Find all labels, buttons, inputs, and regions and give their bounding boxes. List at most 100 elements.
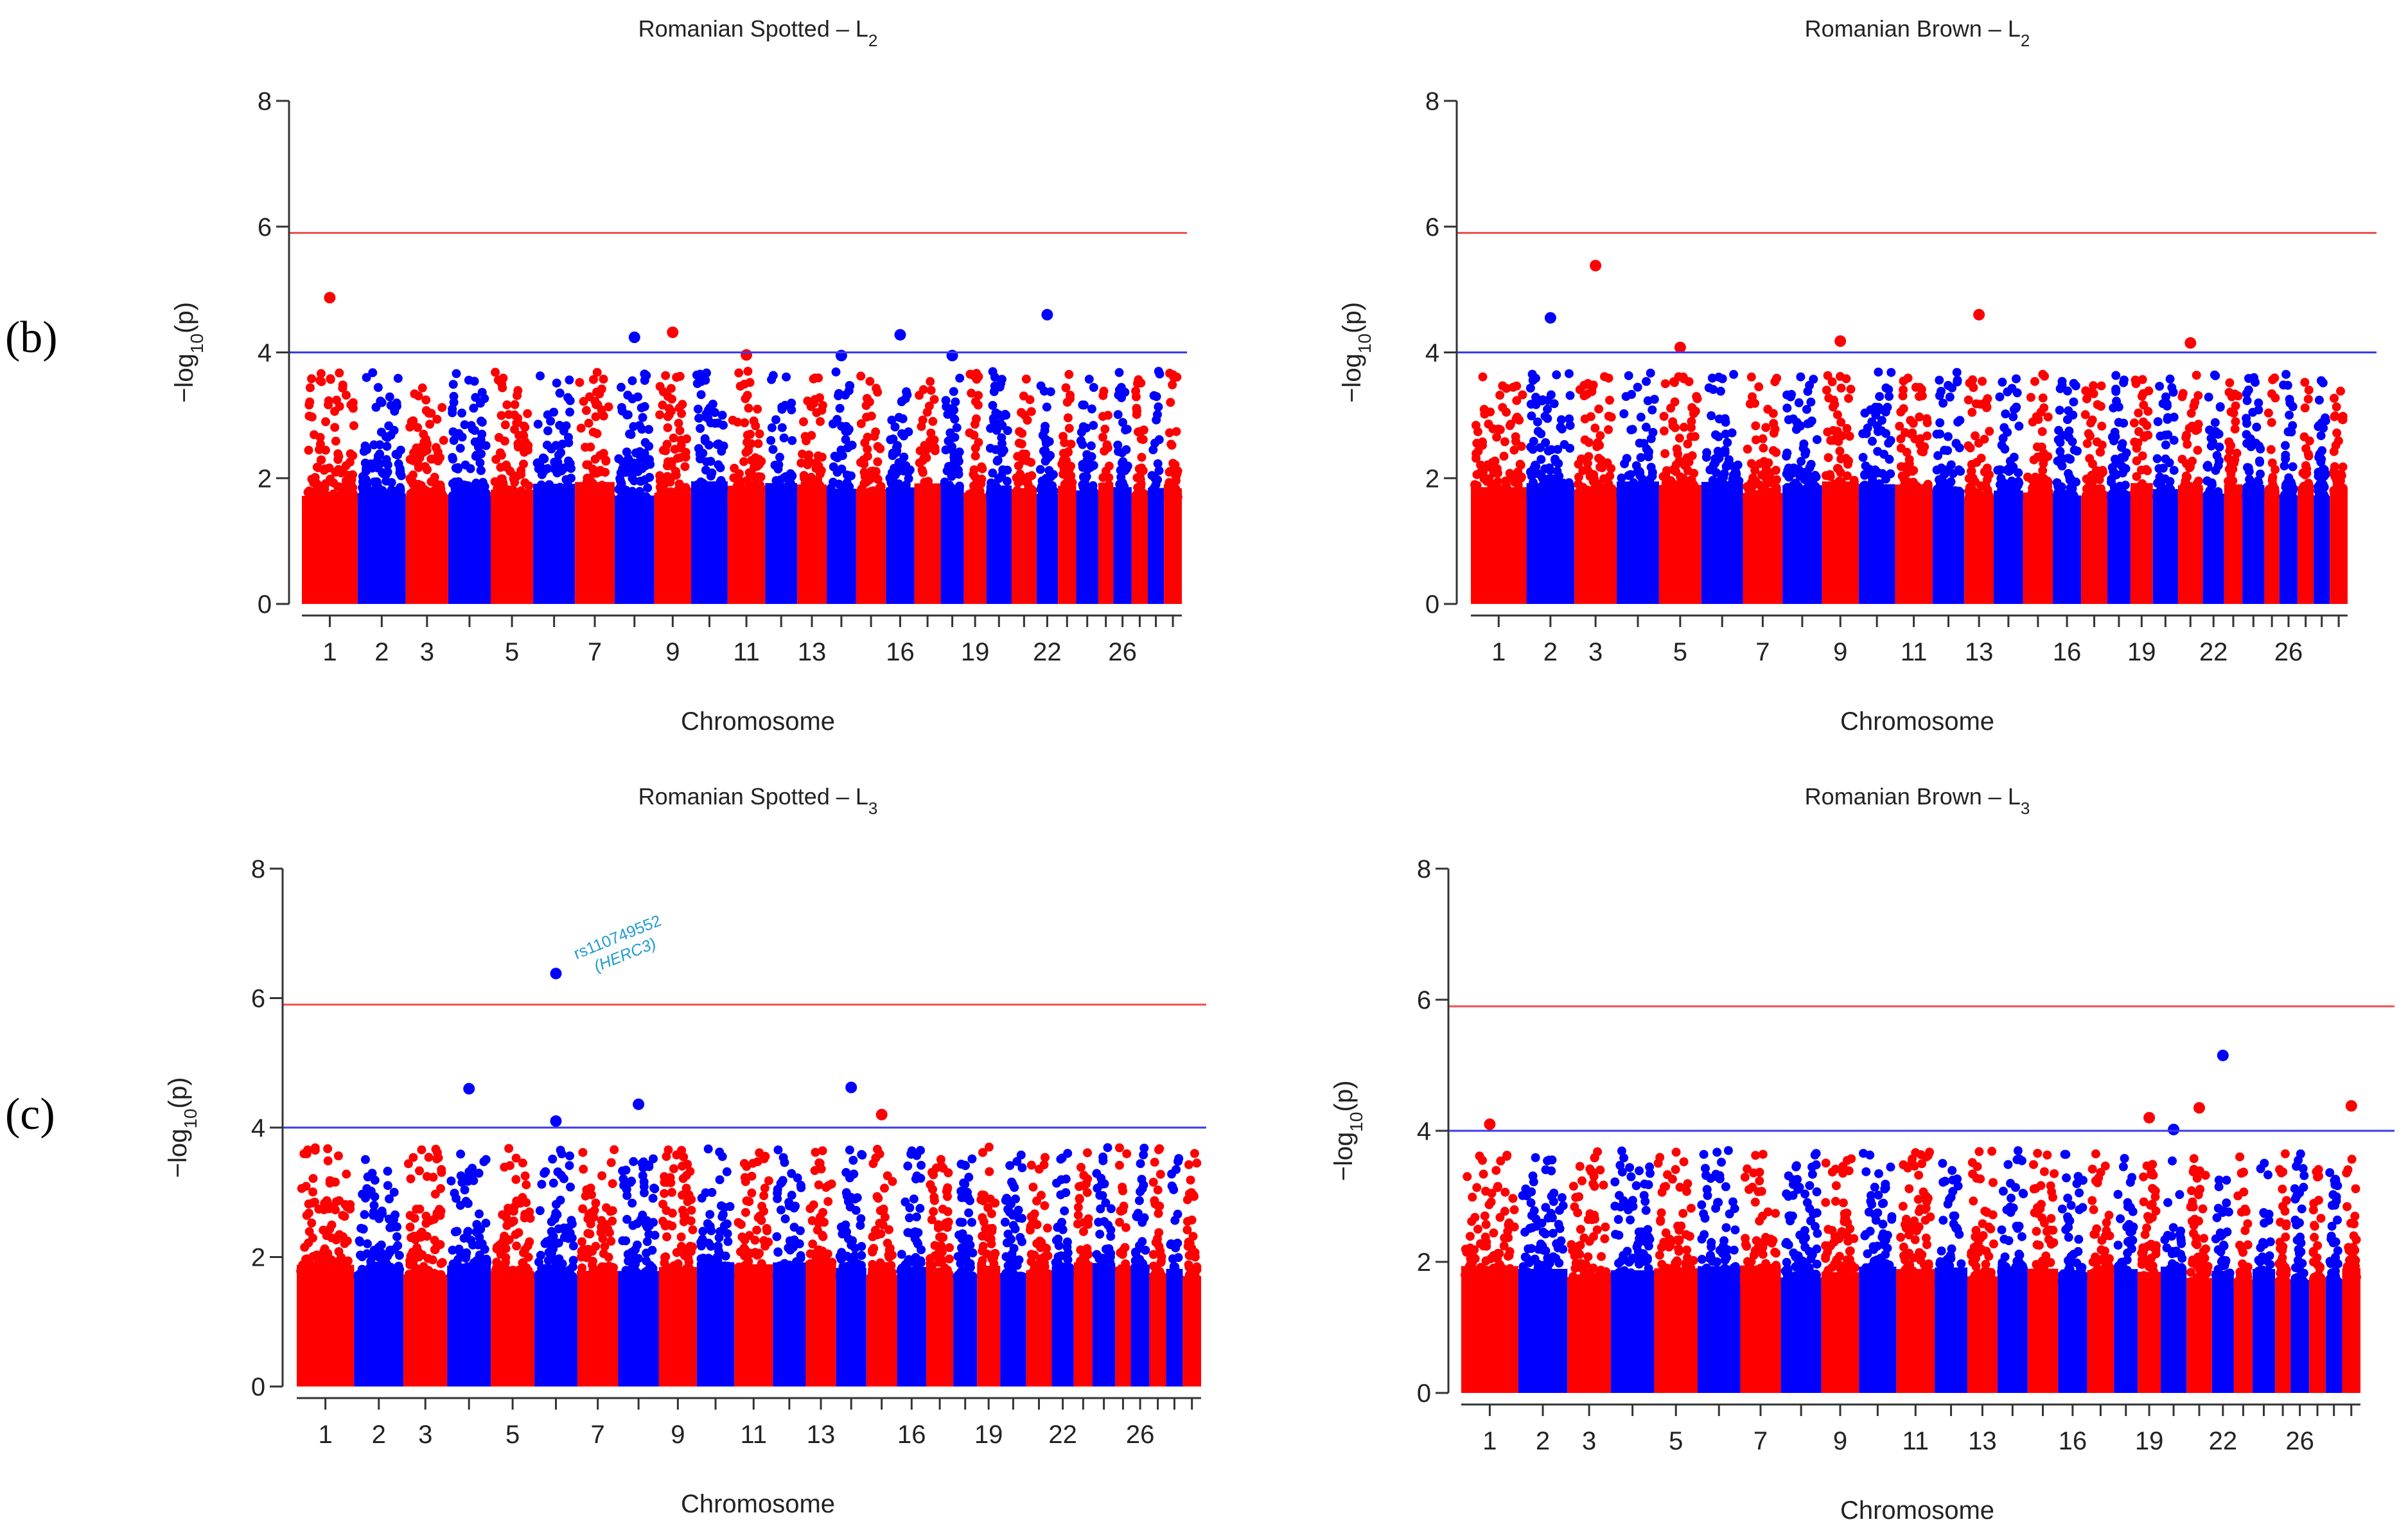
- snp-point: [422, 439, 432, 448]
- snp-point: [1019, 492, 1029, 501]
- snp-point: [1701, 452, 1711, 462]
- snp-point: [2299, 432, 2309, 441]
- snp-point: [1640, 488, 1650, 497]
- snp-point: [843, 425, 853, 435]
- snp-point: [426, 1216, 435, 1225]
- snp-point: [2270, 373, 2280, 383]
- snp-point: [1147, 471, 1157, 481]
- snp-point: [502, 463, 511, 472]
- top-snp-point: [1041, 308, 1053, 321]
- snp-point: [835, 403, 845, 413]
- snp-point: [579, 1164, 588, 1174]
- snp-point: [918, 415, 927, 425]
- snp-point: [1531, 393, 1540, 402]
- snp-point: [964, 490, 974, 500]
- snp-point: [1115, 490, 1125, 500]
- snp-point: [556, 1171, 566, 1180]
- snp-point: [1982, 403, 1991, 412]
- snp-point: [1003, 465, 1012, 475]
- snp-point: [743, 492, 753, 501]
- snp-point: [376, 427, 386, 437]
- snp-point: [902, 489, 912, 499]
- snp-point: [320, 484, 330, 493]
- chromosome-block: [2330, 489, 2348, 604]
- snp-point: [1743, 445, 1752, 454]
- snp-point: [523, 492, 532, 501]
- snp-point: [1832, 427, 1842, 436]
- snp-point: [1714, 490, 1724, 500]
- snp-point: [787, 492, 796, 501]
- snp-point: [799, 417, 808, 427]
- snp-point: [388, 1272, 398, 1281]
- snp-point: [667, 394, 676, 404]
- snp-point: [504, 1144, 514, 1153]
- snp-point: [1836, 454, 1846, 464]
- snp-point: [746, 439, 756, 448]
- snp-point: [1766, 468, 1775, 477]
- snp-point: [432, 1154, 441, 1164]
- snp-point: [1478, 441, 1487, 450]
- snp-point: [1089, 383, 1098, 392]
- snp-point: [421, 406, 431, 416]
- snp-point: [516, 1198, 525, 1208]
- snp-point: [431, 443, 441, 452]
- snp-point: [434, 456, 443, 466]
- snp-point: [449, 436, 459, 445]
- snp-point: [904, 427, 913, 437]
- snp-point: [495, 448, 505, 457]
- panel-label-b: (b): [5, 313, 58, 362]
- snp-point: [976, 479, 986, 488]
- snp-point: [405, 1222, 415, 1232]
- snp-point: [1172, 427, 1181, 436]
- snp-point: [895, 483, 904, 493]
- snp-point: [2169, 466, 2179, 475]
- chromosome-block: [1058, 486, 1077, 604]
- snp-point: [2267, 418, 2276, 427]
- snp-point: [1860, 470, 1870, 479]
- snp-point: [1692, 394, 1702, 403]
- snp-point: [1066, 439, 1076, 449]
- snp-point: [2069, 397, 2078, 407]
- snp-point: [349, 421, 358, 430]
- snp-point: [1906, 416, 1915, 425]
- snp-point: [463, 481, 473, 490]
- x-tick-label: 1: [1491, 638, 1506, 666]
- snp-point: [430, 1245, 440, 1254]
- snp-point: [1079, 400, 1089, 410]
- snp-point: [327, 1220, 337, 1230]
- snp-point: [358, 477, 367, 486]
- snp-point: [928, 416, 938, 426]
- snp-point: [2107, 432, 2117, 442]
- snp-point: [597, 405, 606, 415]
- snp-point: [1478, 372, 1488, 382]
- x-axis-title: Chromosome: [1840, 707, 1994, 736]
- snp-point: [333, 1151, 343, 1160]
- top-snp-point: [667, 326, 679, 339]
- snp-point: [872, 384, 881, 393]
- snp-point: [537, 1180, 547, 1189]
- snp-point: [1687, 416, 1696, 426]
- snp-point: [335, 1272, 344, 1281]
- snp-point: [1066, 461, 1076, 471]
- snp-point: [1138, 435, 1148, 445]
- snp-point: [941, 445, 951, 455]
- snp-point: [595, 467, 605, 477]
- snp-point: [1547, 445, 1556, 454]
- snp-point: [645, 473, 655, 482]
- snp-point: [636, 477, 646, 486]
- snp-point: [804, 492, 814, 501]
- snp-point: [1808, 479, 1818, 488]
- snp-point: [1152, 415, 1161, 425]
- snp-point: [2038, 393, 2048, 403]
- snp-point: [2242, 389, 2251, 398]
- snp-point: [1824, 393, 1834, 403]
- x-tick-label: 19: [961, 638, 990, 666]
- snp-point: [693, 404, 703, 414]
- chromosome-block: [2177, 485, 2203, 604]
- x-tick-label: 7: [588, 638, 602, 666]
- x-tick-label: 9: [665, 638, 680, 666]
- snp-point: [417, 1145, 426, 1155]
- chromosome-block: [1858, 484, 1895, 604]
- chromosome-block: [856, 489, 886, 604]
- y-tick-label: 0: [1425, 590, 1439, 619]
